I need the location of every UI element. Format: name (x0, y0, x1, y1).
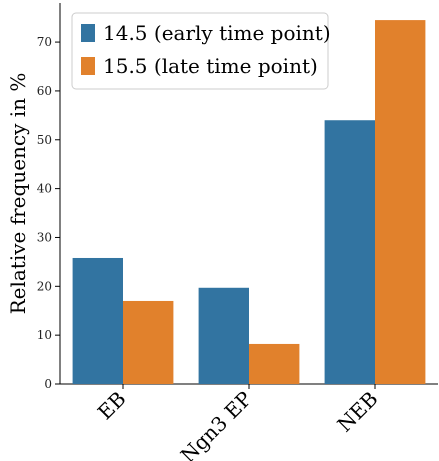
bar-late-ngn3-ep (249, 343, 300, 384)
x-tick-label: EB (93, 387, 131, 425)
y-tick-label: 70 (37, 35, 52, 49)
legend-swatch (81, 24, 95, 42)
y-tick-label: 0 (44, 377, 52, 391)
y-tick-label: 40 (37, 182, 52, 196)
bar-early-neb (324, 120, 375, 384)
y-tick-label: 10 (37, 328, 52, 342)
y-tick-label: 60 (37, 84, 52, 98)
y-tick-label: 50 (37, 133, 52, 147)
y-tick-label: 20 (37, 279, 52, 293)
bar-late-eb (123, 300, 174, 384)
legend-label: 14.5 (early time point) (103, 21, 331, 45)
legend: 14.5 (early time point) 15.5 (late time p… (71, 12, 331, 90)
bar-early-ngn3-ep (198, 287, 249, 384)
legend-swatch (81, 57, 95, 75)
x-tick-label: NEB (332, 387, 382, 437)
x-tick-label: Ngn3 EP (176, 387, 257, 461)
y-ticks: 0 10 20 30 40 50 60 70 (37, 35, 60, 391)
legend-label: 15.5 (late time point) (103, 54, 318, 78)
y-tick-label: 30 (37, 230, 52, 244)
bar-early-eb (72, 257, 123, 384)
legend-frame (71, 12, 329, 90)
x-ticks: EB Ngn3 EP NEB (93, 384, 383, 461)
y-axis-title: Relative frequency in % (6, 73, 30, 315)
bars (72, 20, 426, 384)
bar-late-neb (375, 20, 426, 384)
